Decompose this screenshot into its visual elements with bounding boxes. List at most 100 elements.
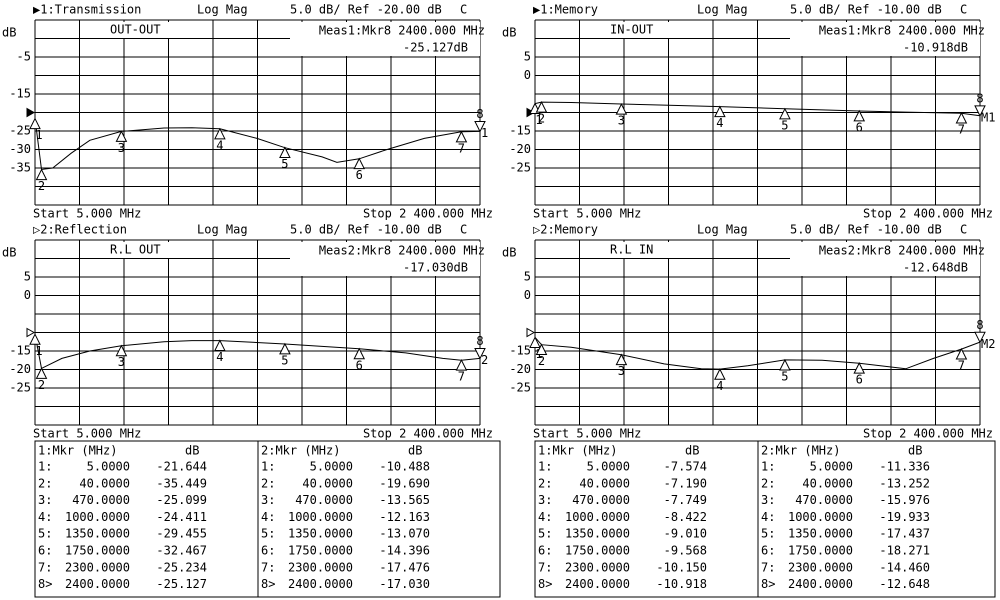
table-header: dB xyxy=(408,444,422,458)
flag: C xyxy=(460,3,467,17)
row-index: 4: xyxy=(538,510,552,524)
marker-label: 1 xyxy=(35,128,42,142)
format: Log Mag xyxy=(697,223,748,237)
frequency: 1000.0000 xyxy=(65,510,130,524)
scale: 5.0 dB/ Ref -10.00 dB xyxy=(790,3,942,17)
format: Log Mag xyxy=(197,3,248,17)
table-header: 1:Mkr (MHz) xyxy=(38,444,117,458)
frequency: 40.0000 xyxy=(579,476,630,490)
meas-value: -10.918dB xyxy=(903,41,968,55)
row-index: 8> xyxy=(261,577,275,591)
marker xyxy=(714,368,726,380)
marker-label: 3 xyxy=(618,114,625,128)
meas-readout: Meas1:Mkr8 2400.000 MHz xyxy=(819,24,985,38)
meas-box xyxy=(290,242,480,276)
trace-title: ▷2:Reflection xyxy=(33,223,127,237)
row-index: 5: xyxy=(761,527,775,541)
marker-label: 5 xyxy=(781,370,788,384)
format: Log Mag xyxy=(197,223,248,237)
meas-readout: Meas1:Mkr8 2400.000 MHz xyxy=(319,24,485,38)
row-index: 8> xyxy=(761,577,775,591)
frequency: 2300.0000 xyxy=(788,560,853,574)
trace-name: R.L OUT xyxy=(110,243,161,257)
frequency: 2300.0000 xyxy=(288,560,353,574)
meas-box xyxy=(290,22,480,56)
marker-label: 2 xyxy=(38,378,45,392)
label-box xyxy=(605,22,675,38)
magnitude: -19.690 xyxy=(379,476,430,490)
marker xyxy=(455,359,468,371)
magnitude: -14.460 xyxy=(879,560,930,574)
magnitude: -15.976 xyxy=(879,493,930,507)
y-axis-label: dB xyxy=(2,246,16,260)
marker-label: 2 xyxy=(538,354,545,368)
marker-label: 7 xyxy=(958,359,965,373)
meas-readout: Meas2:Mkr8 2400.000 MHz xyxy=(319,244,485,258)
marker xyxy=(353,157,366,170)
marker xyxy=(474,348,486,360)
y-tick-label: -20 xyxy=(509,362,531,376)
row-index: 4: xyxy=(761,510,775,524)
magnitude: -13.070 xyxy=(379,527,430,541)
frequency: 1350.0000 xyxy=(565,527,630,541)
table-border xyxy=(534,440,996,598)
marker-label: 1 xyxy=(535,113,542,127)
marker xyxy=(974,105,986,118)
row-index: 3: xyxy=(538,493,552,507)
marker xyxy=(853,361,866,374)
marker xyxy=(779,107,791,120)
magnitude: -25.099 xyxy=(156,493,207,507)
start-label: Start 5.000 MHz xyxy=(533,207,641,221)
marker-label: 7 xyxy=(958,123,965,137)
frequency: 2300.0000 xyxy=(565,560,630,574)
table-header: 2:Mkr (MHz) xyxy=(261,444,340,458)
frequency: 470.0000 xyxy=(572,493,630,507)
marker-label: 5 xyxy=(281,353,288,367)
frequency: 470.0000 xyxy=(795,493,853,507)
magnitude: -10.488 xyxy=(379,460,430,474)
table-border xyxy=(34,440,501,598)
marker xyxy=(115,344,128,357)
table-header: dB xyxy=(908,444,922,458)
row-index: 2: xyxy=(538,476,552,490)
table-header: 2:Mkr (MHz) xyxy=(761,444,840,458)
flag: C xyxy=(960,223,967,237)
ref-marker xyxy=(26,107,36,118)
ref-marker xyxy=(26,327,36,338)
row-index: 5: xyxy=(538,527,552,541)
meas-readout: Meas2:Mkr8 2400.000 MHz xyxy=(819,244,985,258)
trace xyxy=(34,118,481,171)
marker-label: 3 xyxy=(118,355,125,369)
frequency: 1350.0000 xyxy=(288,527,353,541)
row-index: 7: xyxy=(261,560,275,574)
meas-value: -12.648dB xyxy=(903,261,968,275)
scale: 5.0 dB/ Ref -10.00 dB xyxy=(290,223,442,237)
marker-label: 3 xyxy=(618,364,625,378)
table-header: 1:Mkr (MHz) xyxy=(538,444,617,458)
frequency: 1000.0000 xyxy=(788,510,853,524)
marker-label: 8 xyxy=(476,107,483,121)
frequency: 40.0000 xyxy=(802,476,853,490)
start-label: Start 5.000 MHz xyxy=(533,427,641,441)
flag: C xyxy=(960,3,967,17)
magnitude: -8.422 xyxy=(664,510,707,524)
trace-end-label: 2 xyxy=(481,353,488,367)
row-index: 6: xyxy=(38,544,52,558)
row-index: 6: xyxy=(261,544,275,558)
y-tick-label: -15 xyxy=(509,124,531,138)
y-tick-label: -25 xyxy=(509,381,531,395)
y-axis-label: dB xyxy=(502,246,516,260)
row-index: 7: xyxy=(38,560,52,574)
magnitude: -9.568 xyxy=(664,544,707,558)
meas-value: -17.030dB xyxy=(403,261,468,275)
magnitude: -7.749 xyxy=(664,493,707,507)
y-tick-label: 0 xyxy=(524,288,531,302)
marker-label: 6 xyxy=(356,168,363,182)
marker-label: 1 xyxy=(35,344,42,358)
marker xyxy=(455,130,468,143)
y-tick-label: 5 xyxy=(524,270,531,284)
marker-label: 4 xyxy=(216,138,223,152)
frequency: 2400.0000 xyxy=(788,577,853,591)
magnitude: -25.234 xyxy=(156,560,207,574)
marker-label: 6 xyxy=(856,373,863,387)
